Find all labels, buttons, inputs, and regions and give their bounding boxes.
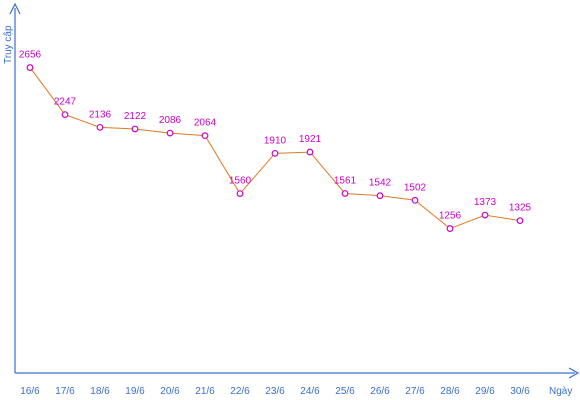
- data-point: [26, 64, 34, 71]
- x-tick-label: 25/6: [335, 386, 355, 397]
- data-point: [236, 190, 244, 198]
- data-point: [341, 190, 349, 197]
- data-label: 1561: [334, 175, 357, 186]
- x-tick-label: 28/6: [440, 386, 460, 397]
- data-point: [61, 111, 69, 118]
- data-label: 1910: [264, 135, 287, 146]
- x-tick-label: 23/6: [265, 386, 285, 397]
- x-tick-label: 20/6: [160, 386, 180, 397]
- data-label: 2086: [159, 115, 182, 126]
- x-tick-label: 26/6: [370, 386, 390, 397]
- data-point: [411, 196, 419, 204]
- data-label: 2656: [19, 50, 42, 61]
- data-point: [376, 192, 384, 200]
- data-label: 1542: [369, 178, 392, 189]
- x-tick-label: 24/6: [300, 386, 320, 397]
- data-label: 2247: [54, 97, 77, 108]
- x-tick-label: 21/6: [195, 386, 215, 397]
- x-tick-labels: 16/6 17/6 18/6 19/6 20/6 21/6 22/6 23/6 24/6 25/6…: [20, 386, 530, 397]
- data-point: [131, 125, 139, 133]
- data-point: [271, 149, 279, 157]
- data-point: [306, 148, 314, 156]
- x-tick-label: 22/6: [230, 386, 250, 397]
- data-label: 2064: [194, 118, 217, 129]
- data-point: [96, 123, 104, 131]
- data-point: [446, 225, 454, 232]
- data-point: [481, 211, 489, 219]
- x-tick-label: 30/6: [510, 386, 530, 397]
- data-label: 1256: [439, 211, 462, 222]
- data-point: [201, 132, 209, 140]
- data-label: 1560: [229, 176, 252, 187]
- data-label: 1502: [404, 182, 427, 193]
- data-label: 2136: [89, 109, 112, 120]
- y-axis-title: Truy cập: [3, 25, 14, 64]
- data-label: 1373: [474, 197, 497, 208]
- x-axis-title: Ngày: [549, 386, 572, 397]
- series-group: 2656 2247 2136 2122 2086 2064 1560 1910 1921 1561…: [19, 50, 532, 232]
- x-tick-label: 27/6: [405, 386, 425, 397]
- x-tick-label: 17/6: [55, 386, 75, 397]
- x-axis-arrow: [568, 367, 580, 379]
- x-tick-label: 19/6: [125, 386, 145, 397]
- data-label: 1921: [299, 134, 322, 145]
- series-line: [29, 67, 521, 230]
- y-axis-arrow: [9, 2, 21, 15]
- x-tick-label: 16/6: [20, 386, 40, 397]
- x-tick-label: 18/6: [90, 386, 110, 397]
- x-tick-label: 29/6: [475, 386, 495, 397]
- axes: [9, 2, 580, 379]
- data-point: [516, 217, 524, 225]
- data-label: 1325: [509, 203, 532, 214]
- data-label: 2122: [124, 111, 147, 122]
- data-point: [166, 129, 174, 137]
